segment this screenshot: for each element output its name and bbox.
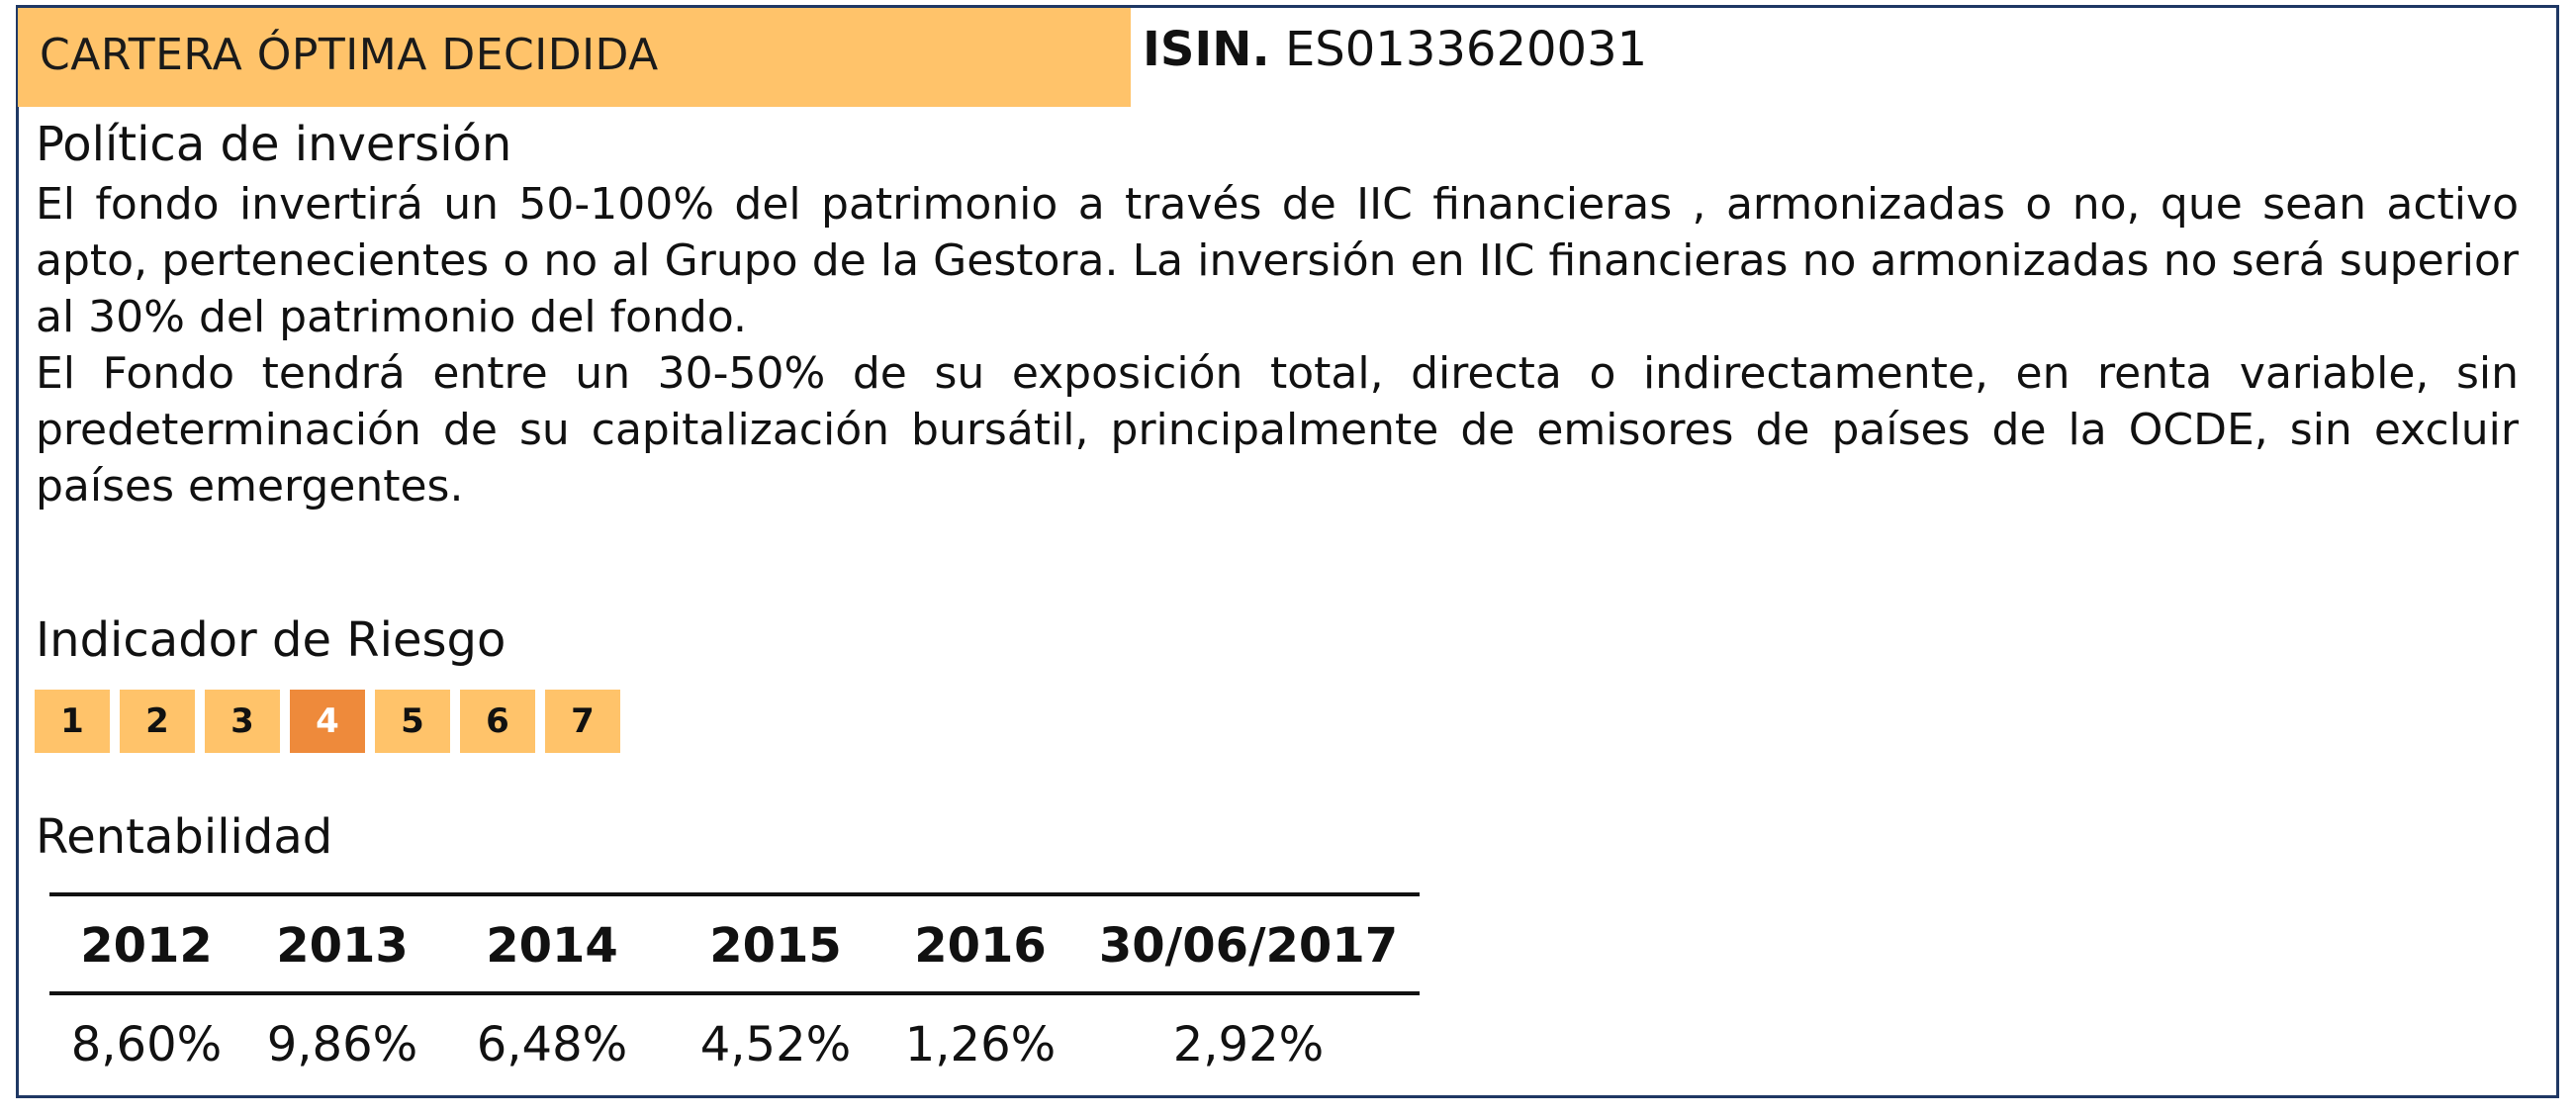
policy-paragraph-1: El fondo invertirá un 50-100% del patrim… bbox=[36, 179, 2519, 342]
risk-level-2: 2 bbox=[120, 690, 195, 753]
table-header-rule bbox=[49, 991, 1420, 995]
returns-value: 1,26% bbox=[904, 1017, 1057, 1072]
isin-value: ES0133620031 bbox=[1284, 22, 1648, 77]
risk-level-3: 3 bbox=[205, 690, 280, 753]
risk-level-5: 5 bbox=[375, 690, 450, 753]
policy-paragraph-2: El Fondo tendrá entre un 30-50% de su ex… bbox=[36, 348, 2519, 512]
header-banner: CARTERA ÓPTIMA DECIDIDA bbox=[18, 8, 1131, 107]
risk-level-1: 1 bbox=[35, 690, 110, 753]
returns-column-header: 2014 bbox=[486, 918, 618, 974]
risk-level-7: 7 bbox=[545, 690, 620, 753]
returns-column-header: 2015 bbox=[709, 918, 842, 974]
risk-level-4: 4 bbox=[290, 690, 365, 753]
policy-heading: Política de inversión bbox=[36, 117, 512, 172]
table-top-rule bbox=[49, 892, 1420, 896]
portfolio-title: CARTERA ÓPTIMA DECIDIDA bbox=[40, 30, 659, 80]
risk-heading: Indicador de Riesgo bbox=[36, 612, 506, 668]
returns-value: 4,52% bbox=[699, 1017, 852, 1072]
returns-value: 8,60% bbox=[70, 1017, 223, 1072]
card-frame bbox=[16, 5, 2559, 1098]
returns-column-header: 30/06/2017 bbox=[1098, 918, 1399, 974]
returns-heading: Rentabilidad bbox=[36, 809, 333, 865]
risk-level-6: 6 bbox=[460, 690, 535, 753]
isin: ISIN. ES0133620031 bbox=[1143, 22, 1647, 77]
returns-value: 9,86% bbox=[266, 1017, 418, 1072]
policy-text: El fondo invertirá un 50-100% del patrim… bbox=[36, 176, 2519, 514]
returns-column-header: 2012 bbox=[80, 918, 213, 974]
isin-label: ISIN. bbox=[1143, 22, 1270, 77]
returns-column-header: 2016 bbox=[914, 918, 1047, 974]
returns-value: 6,48% bbox=[476, 1017, 628, 1072]
returns-column-header: 2013 bbox=[276, 918, 409, 974]
returns-value: 2,92% bbox=[1172, 1017, 1325, 1072]
